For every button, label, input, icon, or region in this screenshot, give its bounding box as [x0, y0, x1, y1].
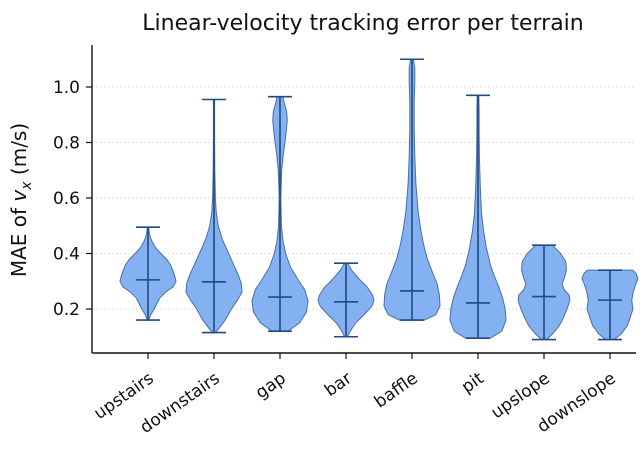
y-tick-label: 0.4	[53, 245, 80, 265]
y-tick-label: 0.2	[53, 300, 80, 320]
y-ticks: 0.2 0.4 0.6 0.8 1.0	[53, 78, 92, 320]
x-tick-label-bar: bar	[321, 368, 356, 401]
violin-downslope	[581, 269, 639, 341]
violin-upslope	[517, 244, 571, 341]
axes	[91, 45, 636, 354]
x-tick-label-baffle: baffle	[371, 368, 422, 412]
violin-upstairs	[119, 226, 177, 321]
chart-title: Linear-velocity tracking error per terra…	[142, 11, 583, 36]
violin-baffle	[383, 58, 441, 321]
y-tick-label: 1.0	[53, 78, 80, 98]
y-axis-label-prefix: MAE of	[7, 202, 31, 278]
x-tick-label-gap: gap	[252, 368, 290, 403]
y-axis-label: MAE of vx (m/s)	[7, 123, 35, 277]
violins	[119, 58, 639, 341]
y-tick-label: 0.6	[53, 189, 80, 209]
violin-gap	[251, 95, 309, 333]
violin-bar	[317, 262, 375, 338]
y-axis-label-sub: x	[19, 181, 35, 191]
x-tick-label-pit: pit	[458, 368, 488, 397]
violin-pit	[449, 94, 507, 339]
y-axis-label-var: v	[7, 189, 31, 202]
y-axis-label-suffix: (m/s)	[7, 123, 31, 182]
violin-downstairs	[185, 98, 243, 334]
y-tick-label: 0.8	[53, 134, 80, 154]
